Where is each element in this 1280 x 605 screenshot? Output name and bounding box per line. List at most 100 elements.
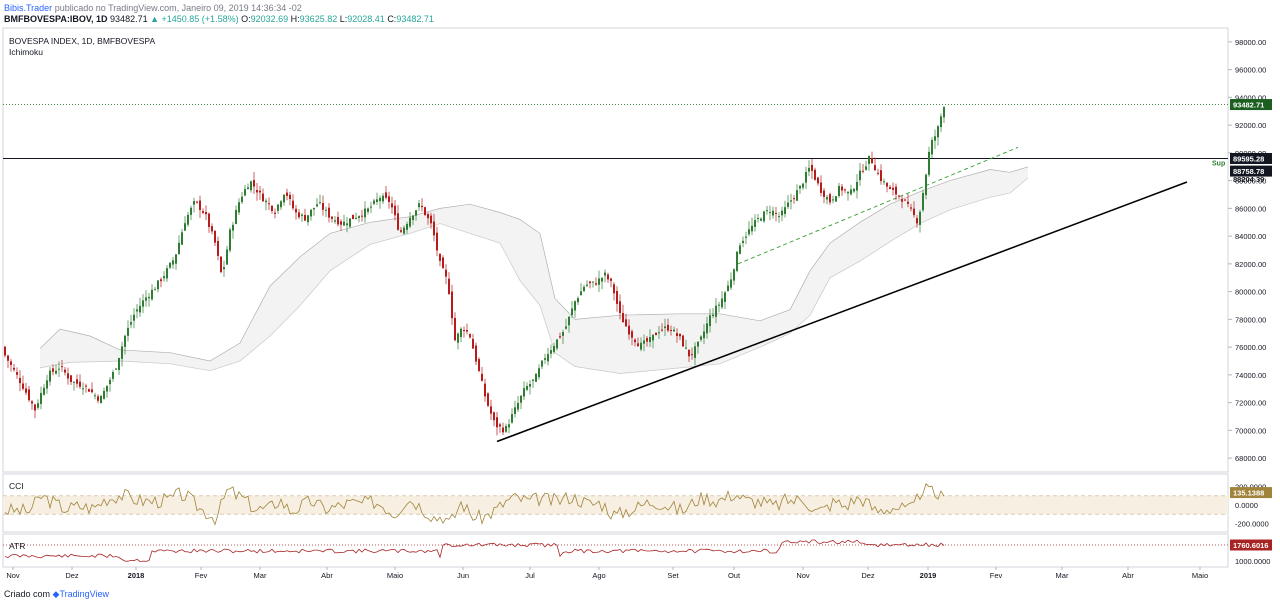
price-tick-label: 84000.00: [1235, 232, 1266, 241]
candle-body: [226, 249, 228, 265]
candle-body: [769, 212, 771, 214]
open-label: O:: [241, 14, 251, 24]
price-tag: 88204.39: [1233, 175, 1264, 184]
price-tick-label: 98000.00: [1235, 38, 1266, 47]
candle-body: [124, 335, 126, 347]
candle-body: [790, 200, 792, 202]
tradingview-logo[interactable]: ◆TradingView: [52, 589, 109, 599]
candle-body: [88, 389, 90, 392]
candle-body: [373, 200, 375, 204]
time-tick-label: Maio: [1192, 571, 1208, 580]
candle-body: [304, 215, 306, 221]
time-tick-label: Fev: [990, 571, 1003, 580]
candle-body: [931, 140, 933, 155]
candle-body: [76, 379, 78, 384]
cci-label[interactable]: CCI: [9, 481, 24, 491]
candle-body: [547, 354, 549, 362]
candle-body: [70, 375, 72, 382]
candle-body: [652, 334, 654, 341]
candle-body: [724, 292, 726, 302]
candle-body: [919, 211, 921, 225]
candle-body: [892, 187, 894, 190]
candle-body: [211, 226, 213, 232]
candle-body: [859, 170, 861, 181]
time-tick-label: Jul: [525, 571, 535, 580]
candle-body: [661, 329, 663, 331]
candle-body: [340, 221, 342, 225]
candle-body: [106, 385, 108, 392]
candle-body: [355, 217, 357, 219]
candle-body: [379, 198, 381, 202]
candle-body: [502, 427, 504, 433]
candle-body: [397, 213, 399, 230]
candle-body: [91, 389, 93, 393]
candle-body: [37, 403, 39, 408]
candle-body: [781, 210, 783, 216]
candle-body: [271, 205, 273, 211]
atr-label[interactable]: ATR: [9, 541, 26, 551]
candle-body: [928, 151, 930, 175]
candle-body: [43, 387, 45, 395]
price-tag-bg: [1230, 165, 1272, 177]
candle-body: [463, 330, 465, 331]
candle-body: [685, 347, 687, 349]
candle-body: [787, 202, 789, 207]
cci-line: [4, 483, 945, 526]
price-tick-label: 92000.00: [1235, 121, 1266, 130]
indicator-label[interactable]: Ichimoku: [9, 47, 44, 57]
cloud-fill: [40, 166, 1028, 374]
candle-body: [610, 278, 612, 281]
candle-body: [865, 166, 867, 170]
candle-body: [811, 164, 813, 171]
price-tick-label: 96000.00: [1235, 66, 1266, 75]
candle-body: [115, 368, 117, 370]
candle-body: [406, 223, 408, 230]
candle-body: [148, 296, 150, 299]
candle-body: [298, 212, 300, 218]
candle-body: [274, 212, 276, 214]
candle-body: [835, 196, 837, 202]
candle-body: [712, 314, 714, 316]
candle-body: [595, 283, 597, 285]
candle-body: [508, 424, 510, 428]
candle-body: [277, 204, 279, 211]
candle-body: [922, 193, 924, 211]
candle-body: [679, 333, 681, 337]
candle-body: [943, 107, 945, 118]
candle-body: [766, 210, 768, 212]
candle-body: [802, 183, 804, 188]
candle-body: [631, 331, 633, 338]
candle-body: [361, 215, 363, 217]
candle-body: [682, 335, 684, 347]
candle-body: [316, 204, 318, 207]
candle-body: [202, 211, 204, 213]
candle-body: [649, 337, 651, 343]
candle-body: [736, 251, 738, 271]
last-price: 93482.71: [110, 14, 148, 24]
candle-body: [925, 174, 927, 196]
candle-body: [160, 279, 162, 282]
price-tag-bg: [1230, 99, 1272, 111]
candle-body: [805, 172, 807, 183]
candle-body: [580, 291, 582, 296]
senkou-span-a: [39, 166, 1029, 362]
candle-body: [838, 185, 840, 196]
candle-body: [535, 373, 537, 382]
candle-body: [577, 298, 579, 303]
author-link[interactable]: Bibis.Trader: [4, 3, 53, 13]
cci-value-tag: 135.1388: [1233, 489, 1264, 498]
publish-info: Bibis.Trader publicado no TradingView.co…: [4, 3, 302, 14]
candle-body: [460, 328, 462, 337]
candle-body: [175, 254, 177, 264]
candle-body: [235, 210, 237, 224]
time-tick-label: Maio: [387, 571, 403, 580]
candle-body: [433, 221, 435, 236]
candle-body: [904, 199, 906, 201]
candle-body: [625, 319, 627, 327]
candle-body: [646, 338, 648, 342]
candle-body: [85, 385, 87, 387]
candle-body: [40, 392, 42, 404]
time-axis: Nov Dez 2018 Fev Mar Abr Maio Jun Jul Ago Set Out No…: [6, 567, 1208, 580]
